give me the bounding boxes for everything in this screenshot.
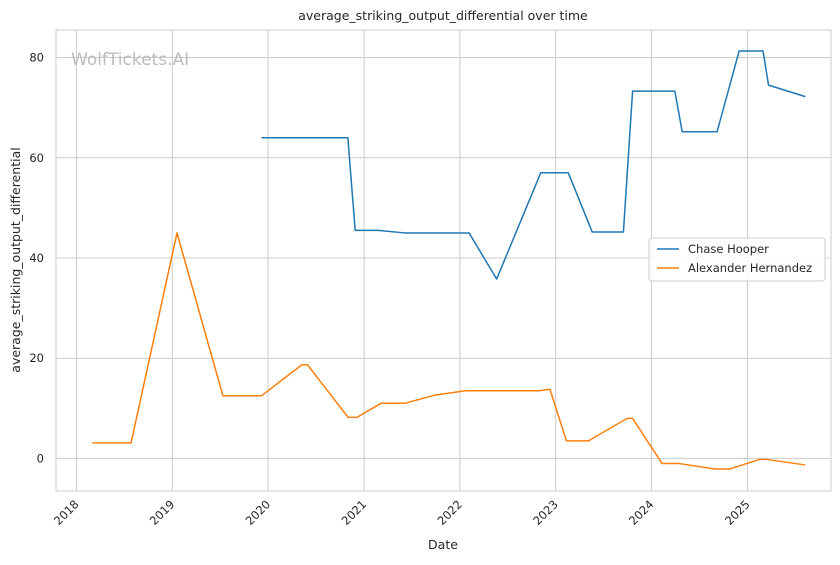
y-tick-label: 20: [29, 351, 44, 365]
x-axis-label: Date: [428, 537, 458, 552]
x-tick-label: 2020: [243, 497, 274, 528]
y-axis-ticks: 0 20 40 60 80: [29, 51, 44, 466]
x-tick-label: 2019: [147, 497, 178, 528]
x-tick-label: 2023: [530, 497, 561, 528]
x-tick-label: 2021: [339, 497, 370, 528]
watermark-text: WolfTickets.AI: [71, 50, 189, 70]
legend-label-chase-hooper: Chase Hooper: [688, 242, 769, 256]
y-tick-label: 80: [29, 51, 44, 65]
y-tick-label: 40: [29, 251, 44, 265]
y-tick-label: 0: [37, 451, 44, 465]
plot-frame: [55, 29, 832, 492]
x-tick-label: 2024: [626, 497, 657, 528]
series-line-chase-hooper: [261, 50, 806, 280]
y-tick-label: 60: [29, 151, 44, 165]
chart-title: average_striking_output_differential ove…: [298, 8, 588, 23]
series-lines: [92, 50, 806, 470]
x-tick-label: 2018: [51, 497, 82, 528]
y-axis-label: average_striking_output_differential: [8, 147, 23, 372]
x-tick-label: 2022: [434, 497, 465, 528]
x-tick-label: 2025: [722, 497, 753, 528]
legend-box: [648, 237, 826, 282]
series-line-alexander-hernandez: [92, 232, 806, 470]
legend-label-alexander-hernandez: Alexander Hernandez: [688, 261, 812, 275]
legend: Chase Hooper Alexander Hernandez: [648, 237, 826, 282]
x-axis-ticks: 2018 2019 2020 2021 2022 2023 2024 2025: [51, 497, 753, 528]
